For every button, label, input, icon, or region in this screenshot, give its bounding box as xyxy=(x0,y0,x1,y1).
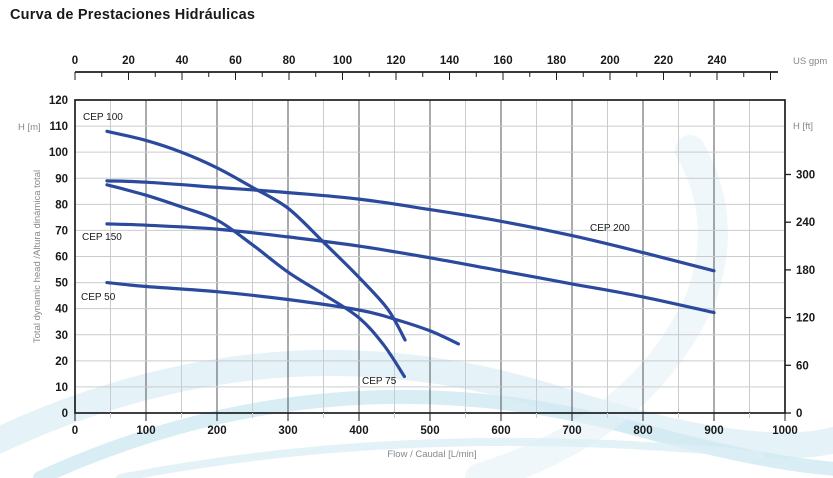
right-axis-tick-label: 180 xyxy=(796,265,815,277)
left-axis-tick-label: 10 xyxy=(55,382,68,394)
top-axis-tick-label: 240 xyxy=(707,55,726,67)
left-axis-tick-label: 110 xyxy=(49,121,68,133)
watermark-swirl xyxy=(0,135,833,478)
bottom-axis-tick-label: 200 xyxy=(207,425,226,437)
right-axis-tick-label: 120 xyxy=(796,313,815,325)
bottom-axis-tick-label: 0 xyxy=(72,425,78,437)
top-axis-tick-label: 0 xyxy=(72,55,78,67)
left-axis-tick-label: 60 xyxy=(55,252,68,264)
bottom-axis-tick-label: 400 xyxy=(349,425,368,437)
right-axis-unit-label: H [ft] xyxy=(793,121,813,132)
left-axis-tick-label: 100 xyxy=(49,147,68,159)
right-axis-tick-label: 300 xyxy=(796,169,815,181)
right-axis-feet: 0 60 120 180 240 300 H [ft] xyxy=(785,121,815,420)
curve-cep-50: CEP 50 xyxy=(81,280,460,346)
top-axis-tick-label: 80 xyxy=(283,55,296,67)
bottom-axis-title: Flow / Caudal [L/min] xyxy=(387,449,476,460)
top-axis-tick-label: 180 xyxy=(547,55,566,67)
bottom-axis-tick-label: 900 xyxy=(704,425,723,437)
bottom-axis-tick-label: 1000 xyxy=(772,425,798,437)
curve-label: CEP 50 xyxy=(81,292,116,303)
top-axis-tick-label: 20 xyxy=(122,55,135,67)
page-title: Curva de Prestaciones Hidráulicas xyxy=(10,7,256,23)
top-axis-tick-label: 160 xyxy=(493,55,512,67)
curve-cep-200: CEP 200 xyxy=(105,179,716,273)
top-axis-unit-label: US gpm xyxy=(793,56,827,67)
left-axis-tick-label: 0 xyxy=(62,408,68,420)
bottom-axis-tick-label: 500 xyxy=(420,425,439,437)
right-axis-tick-label: 60 xyxy=(796,360,809,372)
curve-cep-100: CEP 100 xyxy=(83,112,407,342)
left-axis-title: Total dynamic head /Altura dinámica tota… xyxy=(32,170,43,343)
curve-label: CEP 150 xyxy=(82,232,122,243)
right-axis-tick-label: 240 xyxy=(796,217,815,229)
curve-cep-150: CEP 150 xyxy=(82,222,716,315)
bottom-axis-tick-label: 600 xyxy=(491,425,510,437)
left-axis-tick-label: 120 xyxy=(49,95,68,107)
top-axis-tick-label: 120 xyxy=(386,55,405,67)
curve-label: CEP 200 xyxy=(590,223,630,234)
left-axis-tick-label: 40 xyxy=(55,304,68,316)
left-axis-tick-label: 30 xyxy=(55,330,68,342)
top-axis-us-gpm: 0 20 40 60 80 100 120 140 160 180 200 220 240 US gpm xyxy=(72,55,827,80)
left-axis-tick-label: 80 xyxy=(55,199,68,211)
bottom-axis-flow: 0 100 200 300 400 500 600 700 800 900 1000 Flow / C… xyxy=(72,413,798,460)
top-axis-tick-label: 200 xyxy=(600,55,619,67)
top-axis-tick-label: 220 xyxy=(654,55,673,67)
bottom-axis-tick-label: 300 xyxy=(278,425,297,437)
right-axis-tick-label: 0 xyxy=(796,408,802,420)
bottom-axis-tick-label: 800 xyxy=(633,425,652,437)
left-axis-tick-label: 50 xyxy=(55,278,68,290)
top-axis-tick-label: 140 xyxy=(440,55,459,67)
top-axis-tick-label: 60 xyxy=(229,55,242,67)
left-axis-tick-label: 70 xyxy=(55,225,68,237)
left-axis-unit-label: H [m] xyxy=(18,122,41,133)
left-axis-tick-label: 20 xyxy=(55,356,68,368)
left-axis-tick-label: 90 xyxy=(55,173,68,185)
curve-cep-75: CEP 75 xyxy=(105,183,406,387)
top-axis-tick-label: 100 xyxy=(333,55,352,67)
bottom-axis-tick-label: 100 xyxy=(136,425,155,437)
bottom-axis-tick-label: 700 xyxy=(562,425,581,437)
curve-label: CEP 100 xyxy=(83,112,123,123)
curve-label: CEP 75 xyxy=(362,376,397,387)
left-axis-meters: 0 10 20 30 40 50 60 70 80 90 100 110 120 H [m] Total d… xyxy=(18,95,68,420)
top-axis-tick-label: 40 xyxy=(176,55,189,67)
